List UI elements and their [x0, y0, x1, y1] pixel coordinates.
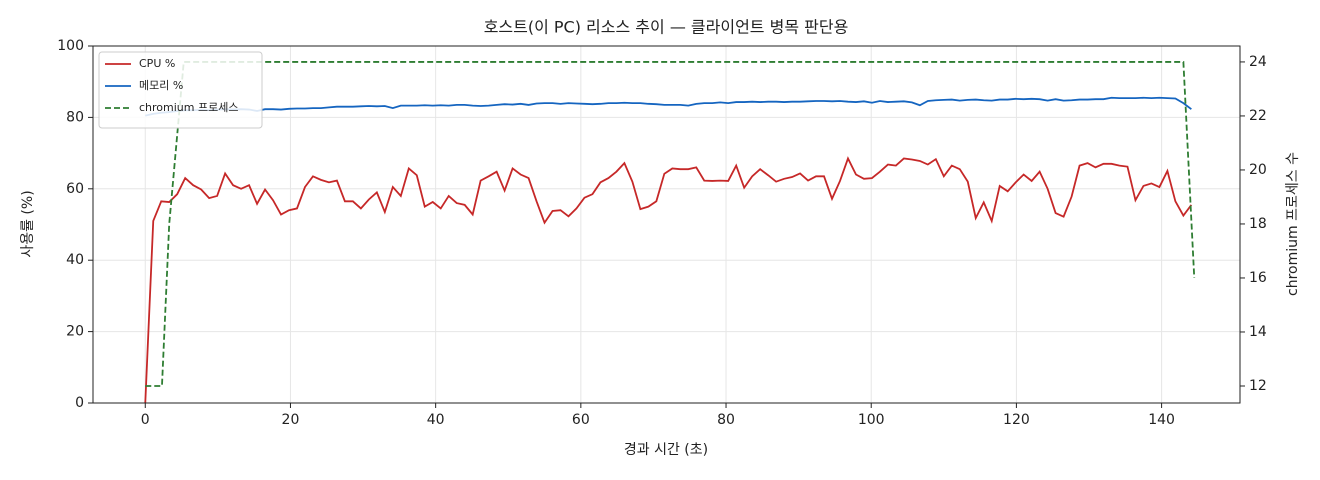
y2-tick-label: 14 [1249, 324, 1267, 340]
y-tick-label: 60 [66, 181, 84, 197]
series-line [145, 61, 1196, 387]
plot-frame [92, 45, 1241, 404]
x-tick-label: 80 [717, 412, 735, 428]
y2-axis-label: chromium 프로세스 수 [1285, 152, 1301, 296]
y-tick-label: 100 [57, 38, 84, 54]
y2-tick-label: 16 [1249, 270, 1267, 286]
y-tick-label: 40 [66, 252, 84, 268]
legend-label: chromium 프로세스 [139, 101, 238, 114]
x-axis-label: 경과 시간 (초) [624, 442, 708, 458]
y-tick-label: 0 [75, 395, 84, 411]
series-line [145, 96, 1192, 117]
legend: CPU % 메모리 % chromium 프로세스 [98, 51, 263, 129]
y-tick-label: 20 [66, 324, 84, 340]
x-tick-label: 0 [141, 412, 150, 428]
series-line [144, 156, 1193, 404]
y2-tick-label: 22 [1249, 108, 1267, 124]
legend-box [98, 51, 263, 129]
y2-tick-label: 12 [1249, 378, 1267, 394]
x-tick-label: 20 [282, 412, 300, 428]
x-tick-label: 60 [572, 412, 590, 428]
y-tick-label: 80 [66, 109, 84, 125]
y2-tick-label: 24 [1249, 54, 1267, 70]
legend-label: 메모리 % [139, 79, 183, 92]
x-tick-label: 140 [1148, 412, 1175, 428]
x-tick-label: 120 [1003, 412, 1030, 428]
x-tick-label: 100 [858, 412, 885, 428]
x-tick-label: 40 [427, 412, 445, 428]
y-axis-label: 사용률 (%) [20, 190, 36, 257]
chart-title: 호스트(이 PC) 리소스 추이 — 클라이언트 병목 판단용 [484, 18, 849, 37]
y2-tick-label: 18 [1249, 216, 1267, 232]
y2-tick-label: 20 [1249, 162, 1267, 178]
legend-label: CPU % [139, 57, 175, 70]
